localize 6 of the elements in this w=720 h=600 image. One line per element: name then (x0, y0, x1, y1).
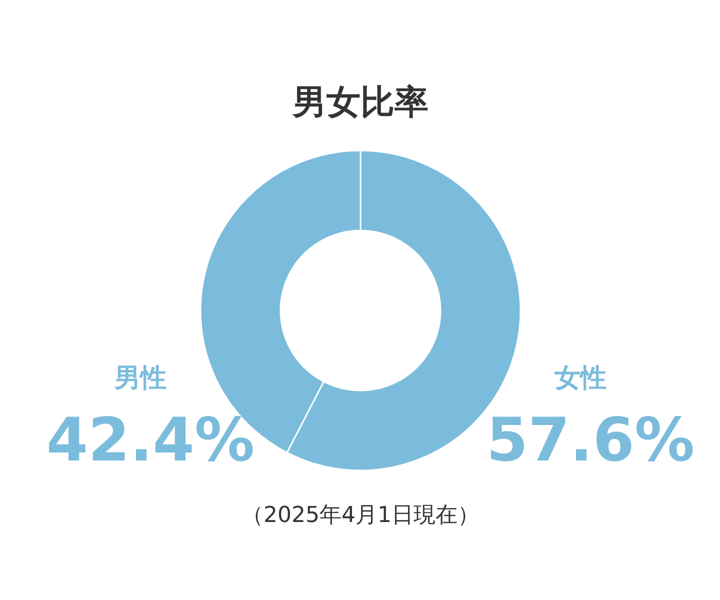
chart-title: 男女比率 (292, 82, 428, 122)
slice-label: 女性 (554, 364, 606, 394)
text: （2025年4月1日現在） (242, 503, 480, 528)
data-label: 57.6% (486, 406, 695, 476)
data-label: 42.4% (46, 406, 255, 476)
slice-label: 男性 (114, 364, 166, 394)
